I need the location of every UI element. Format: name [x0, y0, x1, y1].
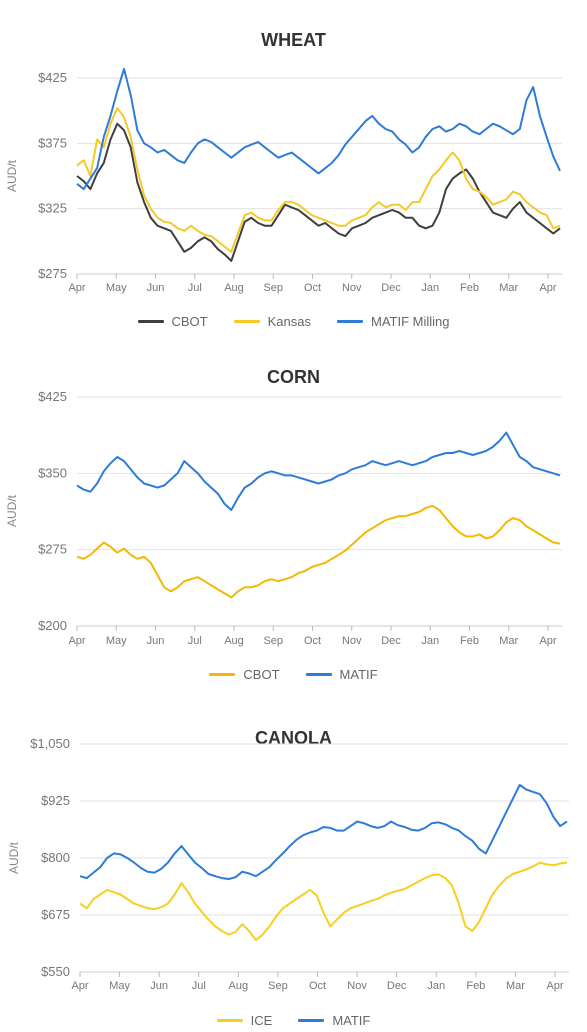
corn-x-tick-label: Sep: [263, 635, 283, 647]
canola-y-tick-label: $675: [41, 907, 70, 922]
corn-y-axis-label: AUD/t: [5, 494, 19, 527]
canola-x-tick-label: Apr: [71, 980, 88, 992]
canola-chart: $550 $675 $800 $925 $1,050 Apr May Jun Jul Aug Sep…: [7, 736, 569, 992]
canola-legend-matif-label: MATIF: [332, 1013, 371, 1028]
wheat-x-tick-label: Jun: [147, 282, 165, 294]
canola-y-tick-label: $800: [41, 850, 70, 865]
corn-panel: CORN $200 $275 $350 $425 Apr May Jun Jul Aug Sep O…: [0, 345, 587, 690]
wheat-x-tick-label: Jan: [421, 282, 439, 294]
corn-x-tick-label: Aug: [224, 635, 244, 647]
canola-x-tick-label: Apr: [546, 980, 563, 992]
corn-chart: $200 $275 $350 $425 Apr May Jun Jul Aug Sep Oct Nov…: [5, 389, 562, 647]
matif-swatch-icon: [305, 673, 332, 676]
wheat-x-tick-label: Mar: [499, 282, 518, 294]
ice-swatch-icon: [216, 1019, 243, 1022]
corn-legend: CBOT MATIF: [0, 667, 587, 682]
canola-x-tick-label: Dec: [387, 980, 407, 992]
wheat-panel: WHEAT $275 $325 $375 $425 Apr May Jun Jul Aug Sep…: [0, 0, 587, 345]
wheat-chart: $275 $325 $375 $425 Apr May Jun Jul Aug Sep Oct Nov…: [5, 67, 562, 294]
canola-y-tick-label: $925: [41, 793, 70, 808]
wheat-x-tick-label: Jul: [188, 282, 202, 294]
wheat-series-kansas: [76, 107, 561, 253]
kansas-swatch-icon: [233, 320, 260, 323]
canola-x-tick-label: Mar: [506, 980, 525, 992]
wheat-legend-cbot-label: CBOT: [171, 314, 208, 329]
corn-x-tick-label: Nov: [342, 635, 362, 647]
wheat-x-tick-label: Sep: [263, 282, 283, 294]
wheat-y-tick-label: $325: [38, 201, 67, 216]
wheat-x-tick-label: Dec: [381, 282, 401, 294]
canola-x-tick-label: Jul: [192, 980, 206, 992]
canola-y-tick-label: $550: [41, 964, 70, 979]
canola-title: CANOLA: [255, 728, 332, 748]
corn-legend-cbot-label: CBOT: [243, 667, 280, 682]
wheat-series-cbot: [76, 122, 561, 262]
wheat-x-tick-label: Aug: [224, 282, 244, 294]
corn-x-tick-label: Jul: [188, 635, 202, 647]
canola-series-ice: [79, 861, 568, 942]
wheat-x-tick-label: May: [106, 282, 127, 294]
corn-x-tick-label: Feb: [460, 635, 479, 647]
corn-series-matif: [76, 431, 561, 511]
matif-milling-swatch-icon: [337, 320, 363, 323]
canola-x-tick-label: Oct: [309, 980, 326, 992]
canola-x-tick-label: Aug: [229, 980, 249, 992]
corn-x-tick-label: Oct: [304, 635, 321, 647]
wheat-legend-cbot[interactable]: CBOT: [137, 314, 208, 329]
wheat-series-matif-milling: [76, 67, 561, 191]
corn-x-tick-label: Dec: [381, 635, 401, 647]
canola-x-tick-label: Nov: [347, 980, 367, 992]
wheat-title: WHEAT: [261, 30, 326, 50]
canola-x-tick-label: May: [109, 980, 130, 992]
canola-legend: ICE MATIF: [0, 1013, 587, 1028]
corn-y-tick-label: $200: [38, 618, 67, 633]
wheat-legend-matif-milling[interactable]: MATIF Milling: [337, 314, 449, 329]
cbot-swatch-icon: [137, 320, 164, 323]
canola-legend-ice[interactable]: ICE: [216, 1013, 273, 1028]
canola-x-tick-label: Sep: [268, 980, 288, 992]
wheat-x-tick-label: Apr: [539, 282, 556, 294]
corn-y-tick-label: $425: [38, 389, 67, 404]
corn-x-tick-label: Jan: [421, 635, 439, 647]
wheat-x-tick-label: Oct: [304, 282, 321, 294]
canola-legend-ice-label: ICE: [250, 1013, 273, 1028]
canola-x-tick-label: Feb: [466, 980, 485, 992]
wheat-y-tick-label: $375: [38, 135, 67, 150]
wheat-y-axis-label: AUD/t: [5, 159, 19, 192]
wheat-y-tick-label: $275: [38, 266, 67, 281]
corn-legend-matif-label: MATIF: [339, 667, 378, 682]
canola-series-matif: [79, 784, 568, 880]
corn-title: CORN: [267, 367, 320, 387]
corn-y-tick-label: $275: [38, 542, 67, 557]
wheat-x-tick-label: Apr: [68, 282, 85, 294]
wheat-legend-kansas[interactable]: Kansas: [233, 314, 311, 329]
canola-y-axis-label: AUD/t: [7, 841, 21, 874]
corn-x-tick-label: Apr: [68, 635, 85, 647]
corn-x-tick-label: Mar: [499, 635, 518, 647]
wheat-x-tick-label: Nov: [342, 282, 362, 294]
wheat-legend: CBOT Kansas MATIF Milling: [0, 314, 587, 329]
corn-y-tick-label: $350: [38, 465, 67, 480]
wheat-legend-matif-milling-label: MATIF Milling: [371, 314, 450, 329]
canola-y-tick-label: $1,050: [30, 736, 70, 751]
wheat-x-tick-label: Feb: [460, 282, 479, 294]
corn-x-tick-label: Apr: [539, 635, 556, 647]
canola-legend-matif[interactable]: MATIF: [298, 1013, 370, 1028]
wheat-y-tick-label: $425: [38, 70, 67, 85]
wheat-legend-kansas-label: Kansas: [267, 314, 311, 329]
canola-x-tick-label: Jun: [150, 980, 168, 992]
cbot-swatch-icon: [209, 673, 236, 676]
canola-x-tick-label: Jan: [427, 980, 445, 992]
corn-series-cbot: [76, 504, 561, 599]
corn-legend-cbot[interactable]: CBOT: [209, 667, 280, 682]
matif-swatch-icon: [298, 1019, 325, 1022]
canola-panel: CANOLA $550 $675 $800 $925 $1,050 Apr May Jun Ju…: [0, 690, 587, 1032]
corn-legend-matif[interactable]: MATIF: [305, 667, 378, 682]
corn-x-tick-label: Jun: [147, 635, 165, 647]
corn-x-tick-label: May: [106, 635, 127, 647]
